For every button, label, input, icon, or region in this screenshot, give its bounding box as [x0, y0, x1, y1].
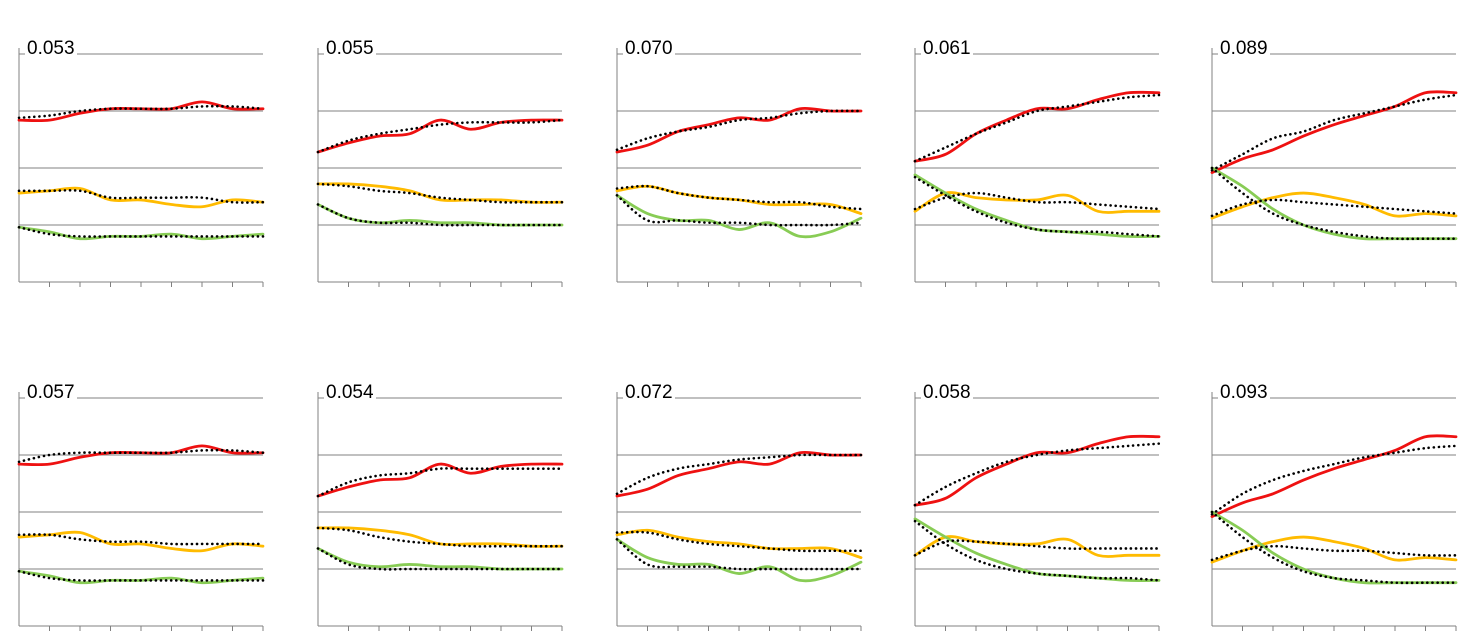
yellow-dotted-series-line: [17, 188, 265, 204]
green-solid-series-line: [615, 537, 863, 583]
red-solid-series-line: [316, 118, 564, 154]
green-dotted-series-line: [615, 538, 863, 571]
yellow-dotted-series-line: [1210, 544, 1458, 562]
chart-plot: [316, 392, 564, 631]
red-solid-series-line: [1210, 434, 1458, 518]
green-solid-series-line: [913, 173, 1161, 238]
yellow-dotted-series-line: [316, 182, 564, 204]
yellow-solid-series-line: [913, 535, 1161, 558]
green-dotted-series-line: [17, 569, 265, 582]
panel-score-label: 0.057: [25, 382, 77, 404]
green-dotted-series-line: [17, 225, 265, 238]
chart-panel: 0.089: [1206, 30, 1476, 290]
chart-panel: 0.093: [1206, 374, 1476, 634]
yellow-dotted-series-line: [615, 530, 863, 553]
green-dotted-series-line: [615, 194, 863, 227]
chart-grid: 0.053 0.055 0.070 0.061 0.089 0.057 0.054 0.072…: [13, 30, 1476, 631]
green-dotted-series-line: [316, 203, 564, 227]
panel-score-label: 0.054: [324, 382, 376, 404]
chart-panel: 0.072: [611, 374, 881, 634]
red-dotted-series-line: [316, 118, 564, 154]
red-solid-series-line: [1210, 90, 1458, 174]
yellow-dotted-series-line: [615, 184, 863, 211]
panel-score-label: 0.055: [324, 38, 376, 60]
red-solid-series-line: [615, 106, 863, 154]
yellow-dotted-series-line: [17, 533, 265, 546]
green-solid-series-line: [913, 517, 1161, 582]
panel-score-label: 0.058: [921, 382, 973, 404]
chart-panel: 0.054: [312, 374, 582, 634]
panel-score-label: 0.070: [623, 38, 675, 60]
chart-plot: [17, 392, 265, 631]
green-solid-series-line: [316, 203, 564, 227]
yellow-solid-series-line: [1210, 191, 1458, 220]
red-solid-series-line: [316, 462, 564, 498]
panel-score-label: 0.093: [1218, 382, 1270, 404]
yellow-dotted-series-line: [913, 191, 1161, 211]
red-dotted-series-line: [913, 442, 1161, 507]
red-dotted-series-line: [615, 109, 863, 152]
red-dotted-series-line: [316, 467, 564, 498]
red-solid-series-line: [913, 90, 1161, 163]
red-dotted-series-line: [615, 453, 863, 496]
yellow-solid-series-line: [17, 186, 265, 209]
yellow-solid-series-line: [17, 530, 265, 553]
panel-score-label: 0.072: [623, 382, 675, 404]
red-dotted-series-line: [17, 448, 265, 464]
chart-plot: [1210, 392, 1458, 631]
green-dotted-series-line: [316, 547, 564, 571]
red-dotted-series-line: [17, 104, 265, 120]
red-solid-series-line: [913, 434, 1161, 507]
chart-plot: [913, 48, 1161, 287]
red-dotted-series-line: [913, 93, 1161, 163]
red-dotted-series-line: [1210, 93, 1458, 172]
green-dotted-series-line: [1210, 510, 1458, 585]
chart-plot: [316, 48, 564, 287]
chart-plot: [615, 392, 863, 631]
panel-score-label: 0.061: [921, 38, 973, 60]
yellow-solid-series-line: [913, 191, 1161, 214]
yellow-solid-series-line: [615, 528, 863, 559]
yellow-dotted-series-line: [913, 539, 1161, 557]
chart-panel: 0.053: [13, 30, 283, 290]
chart-plot: [913, 392, 1161, 631]
red-solid-series-line: [615, 450, 863, 498]
chart-plot: [615, 48, 863, 287]
chart-plot: [17, 48, 265, 287]
panel-score-label: 0.053: [25, 38, 77, 60]
chart-panel: 0.058: [909, 374, 1179, 634]
green-dotted-series-line: [913, 519, 1161, 582]
yellow-dotted-series-line: [316, 526, 564, 548]
chart-plot: [1210, 48, 1458, 287]
yellow-dotted-series-line: [1210, 198, 1458, 218]
red-dotted-series-line: [1210, 444, 1458, 516]
green-solid-series-line: [615, 193, 863, 239]
chart-panel: 0.061: [909, 30, 1179, 290]
panel-score-label: 0.089: [1218, 38, 1270, 60]
yellow-solid-series-line: [316, 182, 564, 204]
green-dotted-series-line: [913, 175, 1161, 238]
chart-panel: 0.070: [611, 30, 881, 290]
chart-panel: 0.055: [312, 30, 582, 290]
green-dotted-series-line: [1210, 166, 1458, 241]
chart-panel: 0.057: [13, 374, 283, 634]
